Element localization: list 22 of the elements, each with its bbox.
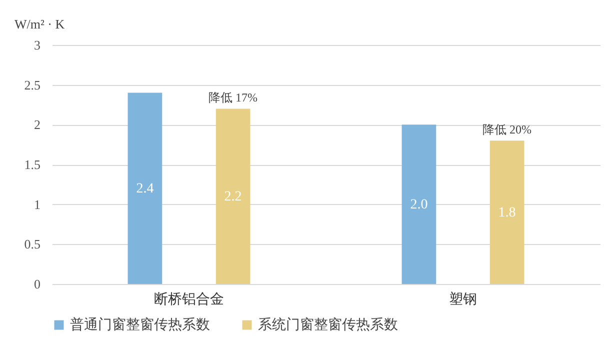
- data-label: 1.8: [498, 205, 516, 220]
- y-tick-label: 2.5: [24, 77, 40, 92]
- data-label: 2.2: [224, 189, 242, 204]
- legend-label: 普通门窗整窗传热系数: [70, 316, 210, 333]
- data-label: 2.0: [410, 197, 428, 212]
- x-tick-label: 塑钢: [449, 292, 477, 308]
- y-tick-label: 0.5: [24, 236, 40, 252]
- bar: [128, 92, 162, 284]
- bar: [490, 140, 524, 284]
- y-tick-label: 3: [34, 38, 40, 52]
- data-label: 2.4: [136, 181, 154, 196]
- annotation: 降低 17%: [208, 90, 258, 105]
- legend-label: 系统门窗整窗传热系数: [258, 317, 398, 333]
- bar: [402, 124, 436, 284]
- y-tick-label: 2: [34, 117, 40, 132]
- y-tick-label: 1: [34, 196, 40, 212]
- y-tick-label: 1.5: [24, 157, 40, 172]
- bar: [216, 108, 250, 284]
- y-axis-title: W/m² · K: [14, 16, 66, 32]
- y-tick-label: 0: [34, 276, 40, 292]
- annotation: 降低 20%: [482, 122, 532, 137]
- x-tick-label: 断桥铝合金: [154, 292, 224, 308]
